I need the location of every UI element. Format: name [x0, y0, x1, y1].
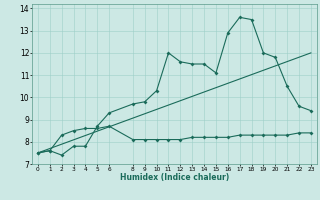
X-axis label: Humidex (Indice chaleur): Humidex (Indice chaleur): [120, 173, 229, 182]
